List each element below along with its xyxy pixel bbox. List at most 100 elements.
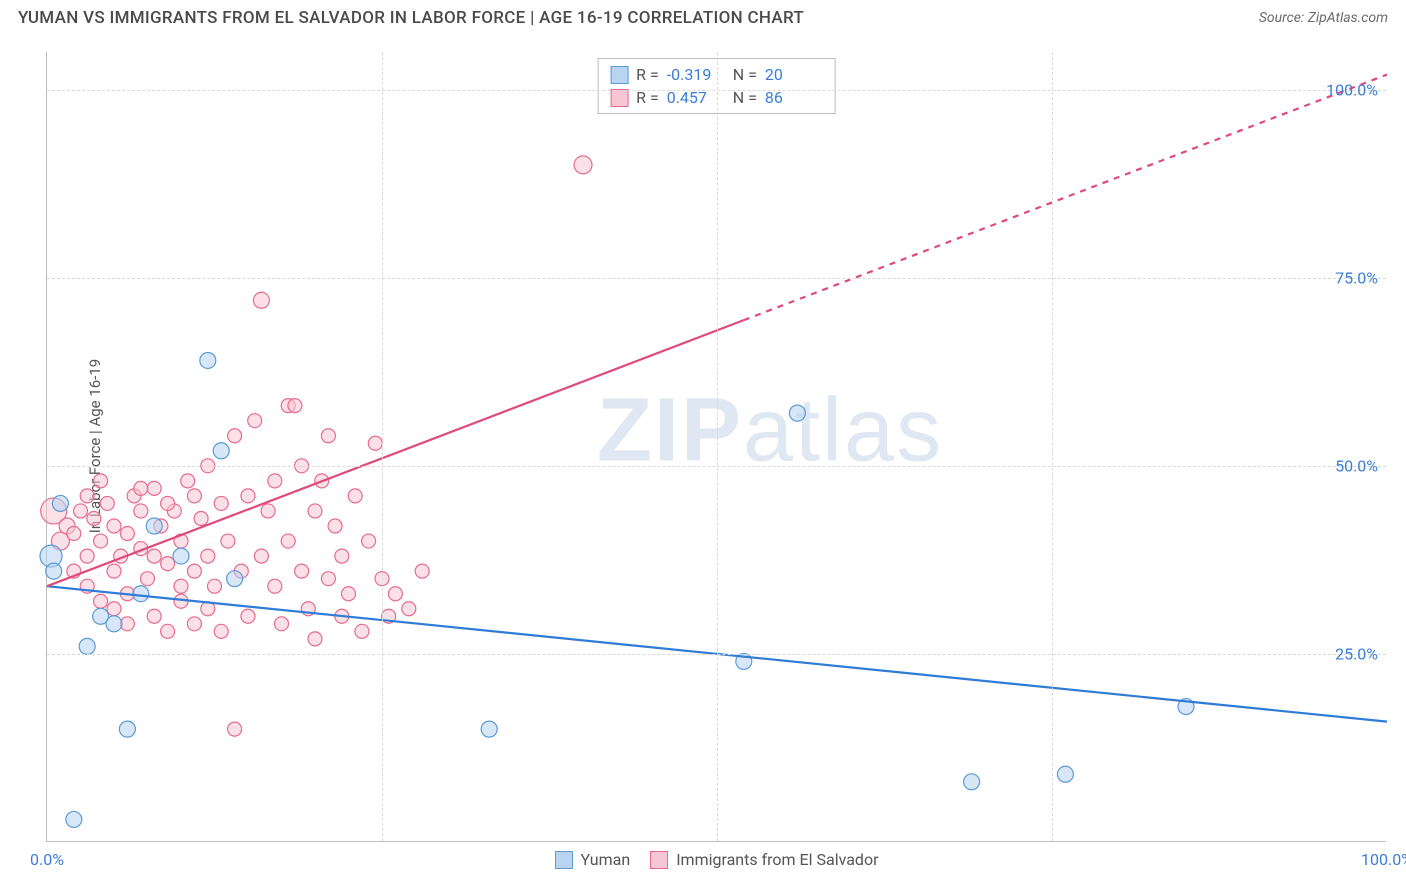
data-point (321, 572, 335, 586)
data-point (268, 579, 282, 593)
data-point (94, 534, 108, 548)
data-point (268, 474, 282, 488)
data-point (67, 527, 81, 541)
data-point (208, 579, 222, 593)
data-point (200, 352, 216, 368)
data-point (213, 443, 229, 459)
data-point (321, 429, 335, 443)
data-point (80, 489, 94, 503)
data-point (415, 564, 429, 578)
data-point (80, 549, 94, 563)
data-point (94, 474, 108, 488)
legend-r-label: R = (636, 65, 659, 84)
data-point (254, 549, 268, 563)
y-tick-label: 75.0% (1335, 268, 1378, 287)
data-point (228, 429, 242, 443)
chart-source: Source: ZipAtlas.com (1259, 10, 1388, 26)
data-point (228, 722, 242, 736)
data-point (141, 572, 155, 586)
data-point (241, 609, 255, 623)
data-point (174, 579, 188, 593)
data-point (481, 721, 497, 737)
data-point (194, 511, 208, 525)
data-point (146, 518, 162, 534)
gridline-v (1052, 52, 1053, 841)
data-point (181, 474, 195, 488)
data-point (46, 563, 62, 579)
legend-swatch (554, 851, 572, 869)
legend-series-label: Immigrants from El Salvador (676, 850, 878, 869)
data-point (119, 721, 135, 737)
x-tick-label: 0.0% (30, 850, 64, 869)
data-point (342, 587, 356, 601)
data-point (147, 481, 161, 495)
y-tick-label: 25.0% (1335, 644, 1378, 663)
data-point (248, 414, 262, 428)
legend-n-label: N = (733, 88, 757, 107)
data-point (134, 504, 148, 518)
trend-line (47, 320, 744, 586)
legend-series-item: Immigrants from El Salvador (650, 850, 878, 869)
data-point (964, 774, 980, 790)
data-point (106, 616, 122, 632)
trend-line (744, 75, 1387, 321)
data-point (328, 519, 342, 533)
chart-plot-area: ZIPatlas R =-0.319N =20R =0.457N =86 Yum… (46, 52, 1386, 842)
data-point (201, 549, 215, 563)
data-point (107, 519, 121, 533)
gridline-v (382, 52, 383, 841)
data-point (388, 587, 402, 601)
data-point (241, 489, 255, 503)
y-tick-label: 50.0% (1335, 456, 1378, 475)
y-tick-label: 100.0% (1326, 80, 1378, 99)
data-point (79, 638, 95, 654)
chart-header: YUMAN VS IMMIGRANTS FROM EL SALVADOR IN … (0, 0, 1406, 32)
data-point (161, 496, 175, 510)
legend-n-value: 86 (765, 88, 823, 107)
data-point (214, 496, 228, 510)
data-point (214, 624, 228, 638)
data-point (187, 617, 201, 631)
data-point (227, 571, 243, 587)
data-point (362, 534, 376, 548)
data-point (66, 811, 82, 827)
data-point (355, 624, 369, 638)
data-point (368, 436, 382, 450)
data-point (187, 564, 201, 578)
data-point (288, 399, 302, 413)
data-point (789, 405, 805, 421)
data-point (120, 527, 134, 541)
data-point (308, 632, 322, 646)
legend-series-item: Yuman (554, 850, 630, 869)
data-point (221, 534, 235, 548)
data-point (161, 557, 175, 571)
data-point (574, 156, 592, 174)
data-point (187, 489, 201, 503)
data-point (133, 586, 149, 602)
legend-series-label: Yuman (580, 850, 630, 869)
data-point (281, 534, 295, 548)
data-point (308, 504, 322, 518)
data-point (161, 624, 175, 638)
gridline-v (717, 52, 718, 841)
legend-series: Yuman Immigrants from El Salvador (554, 850, 878, 869)
data-point (107, 564, 121, 578)
data-point (295, 564, 309, 578)
data-point (74, 504, 88, 518)
data-point (335, 549, 349, 563)
data-point (348, 489, 362, 503)
legend-r-label: R = (636, 88, 659, 107)
data-point (173, 548, 189, 564)
data-point (134, 481, 148, 495)
data-point (87, 511, 101, 525)
data-point (1057, 766, 1073, 782)
chart-title: YUMAN VS IMMIGRANTS FROM EL SALVADOR IN … (18, 8, 804, 28)
data-point (100, 496, 114, 510)
data-point (94, 594, 108, 608)
data-point (147, 549, 161, 563)
x-tick-label: 100.0% (1361, 850, 1406, 869)
data-point (253, 292, 269, 308)
legend-swatch (610, 66, 628, 84)
data-point (52, 495, 68, 511)
legend-n-value: 20 (765, 65, 823, 84)
